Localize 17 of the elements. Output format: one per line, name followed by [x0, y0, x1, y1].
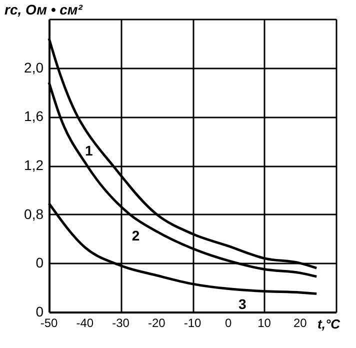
- x-tick-label: 0: [225, 316, 232, 330]
- x-tick-label: -10: [184, 316, 202, 330]
- y-tick-label: 2,0: [24, 59, 44, 76]
- x-tick-label: -30: [112, 316, 130, 330]
- y-tick-label: 0,8: [24, 206, 44, 222]
- y-tick-label: 1,6: [24, 108, 44, 124]
- series-label: 2: [132, 227, 140, 244]
- y-tick-label: 0: [36, 254, 44, 271]
- x-tick-label: 10: [258, 316, 272, 330]
- x-tick-label: 20: [293, 316, 308, 330]
- series-label: 3: [238, 296, 246, 312]
- series-label: 1: [84, 142, 93, 158]
- y-tick-label: 1,2: [24, 157, 44, 173]
- x-axis-title: t,°C: [318, 316, 341, 332]
- x-tick-label: -20: [148, 316, 166, 330]
- x-tick-label: -40: [76, 316, 94, 330]
- y-axis-title: rc, Ом • см²: [4, 2, 83, 18]
